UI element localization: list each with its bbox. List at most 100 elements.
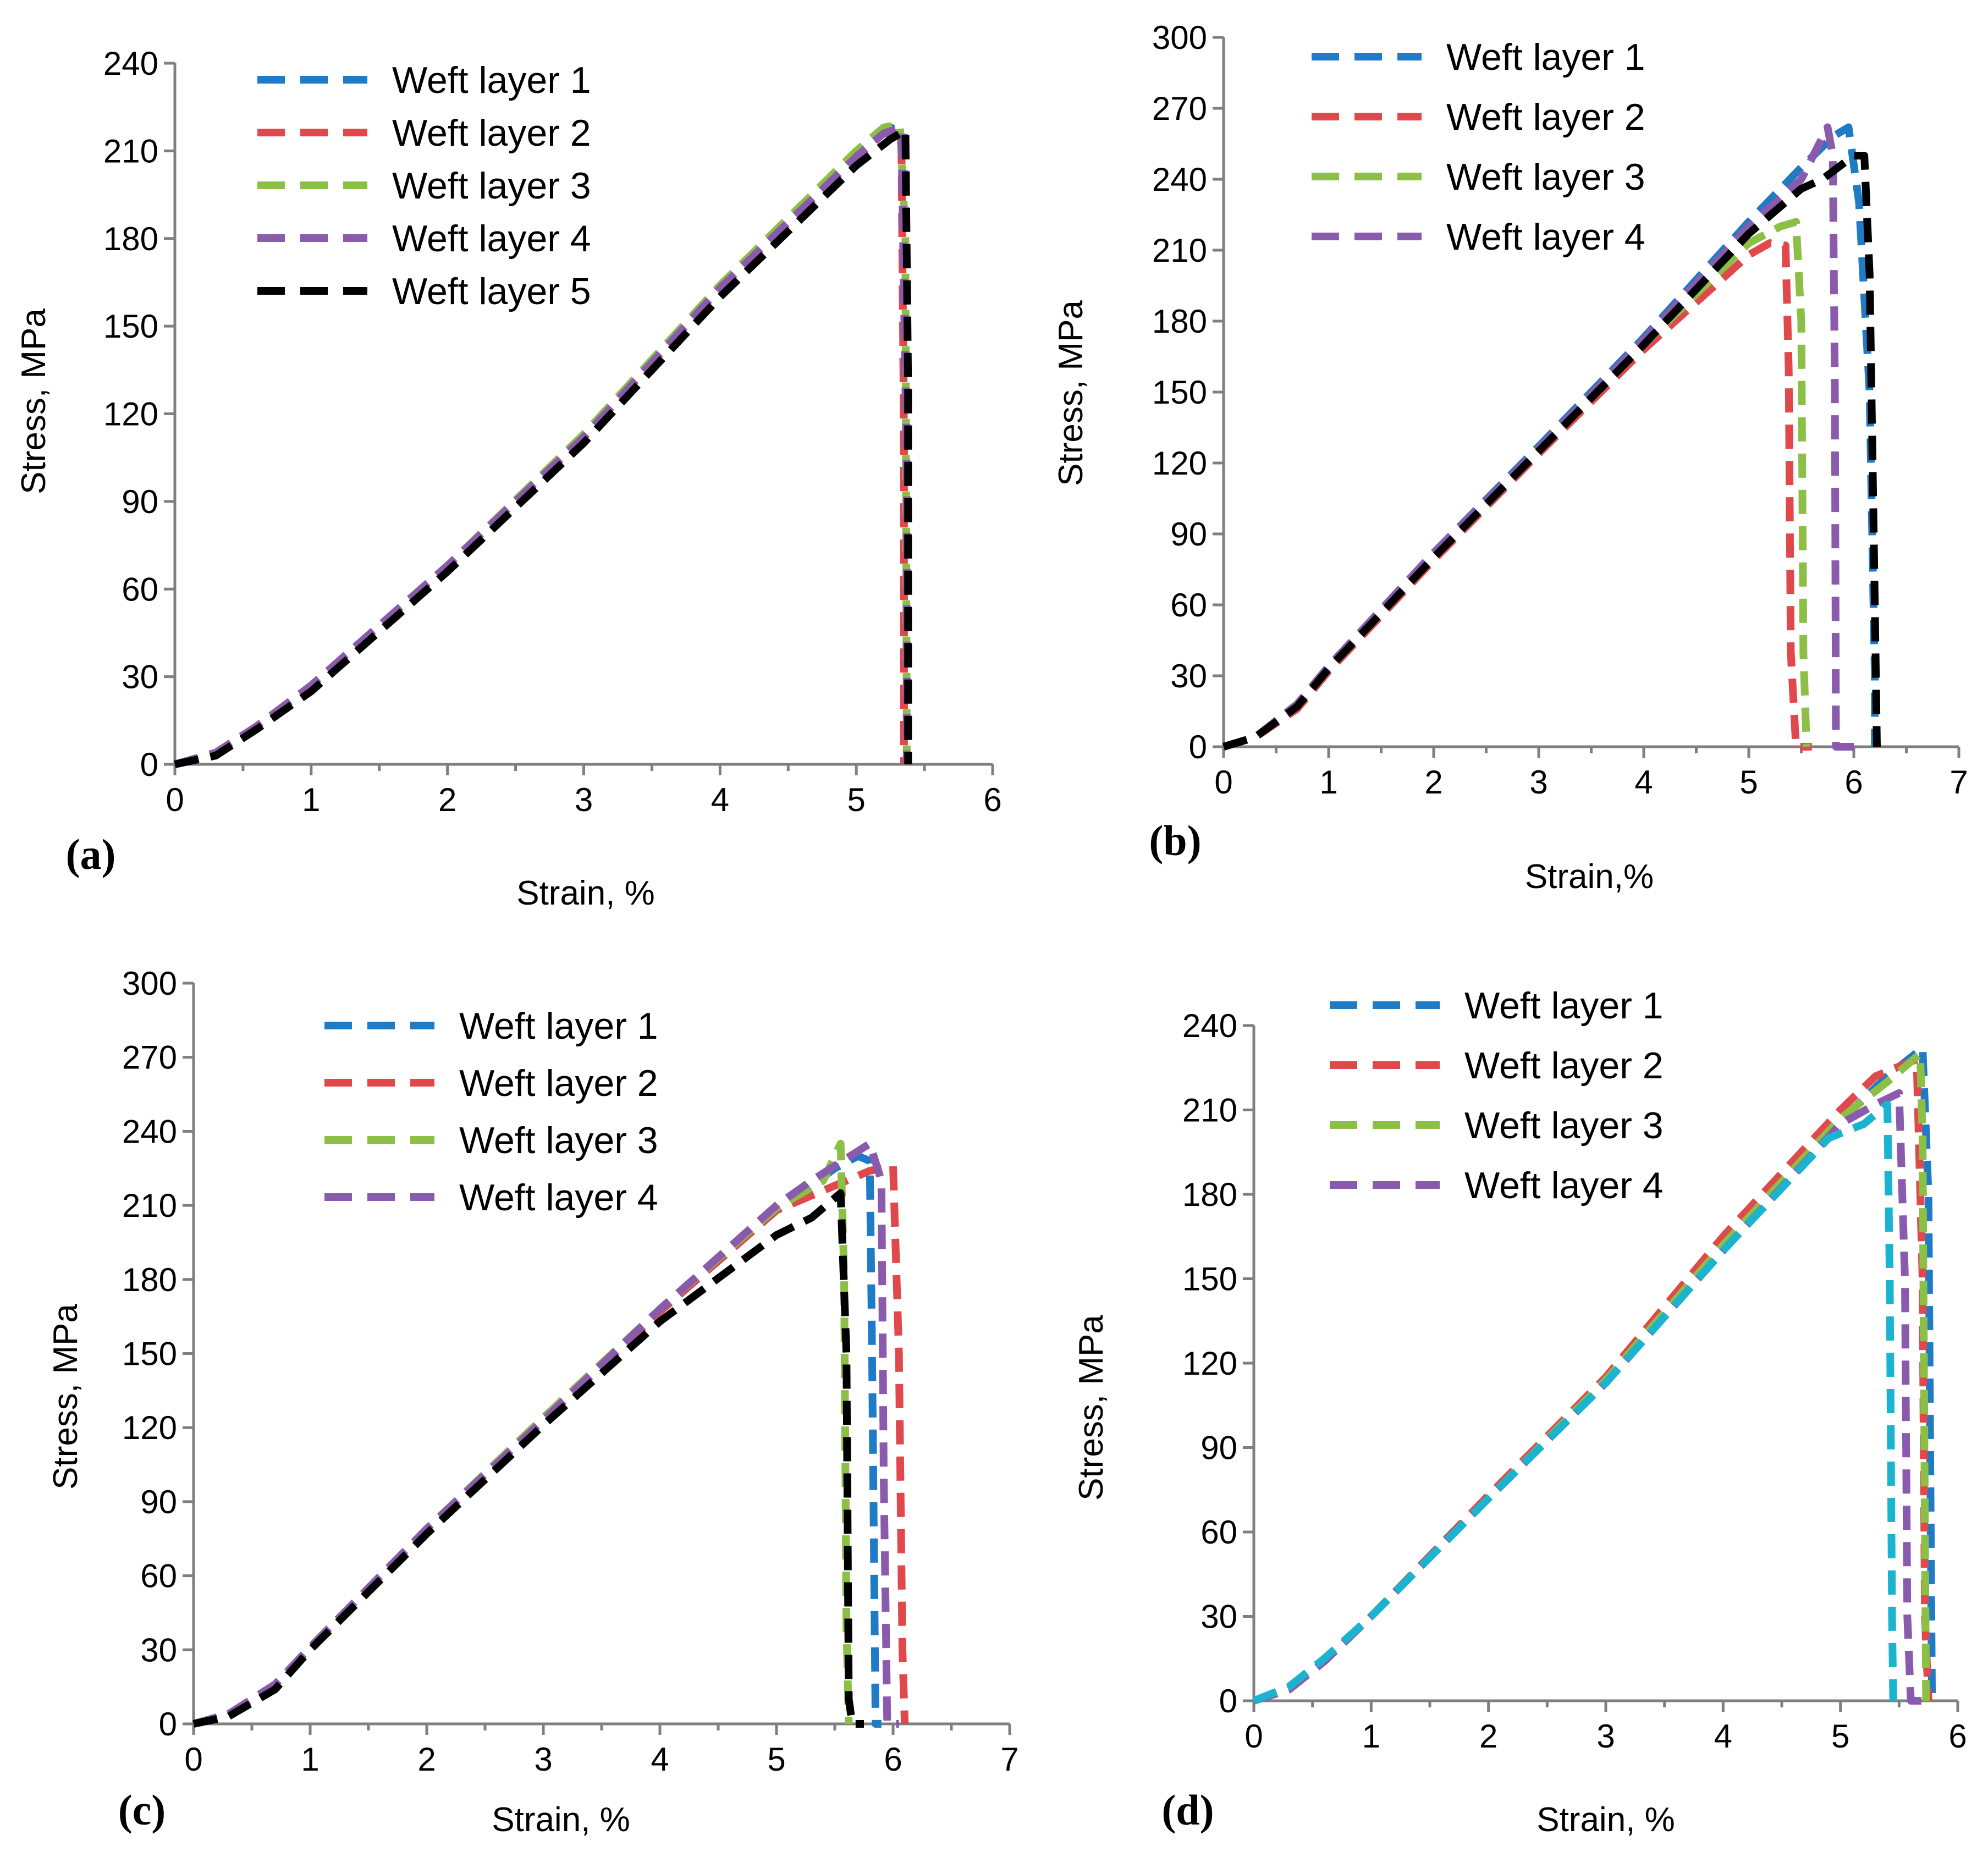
panel-c-axes: 0 1 2 3 4 5 6 7 0 30 60 90 120 150 180 210 240 270 300	[122, 965, 1019, 1778]
panel-a-series-weft-layer-5	[174, 126, 912, 768]
panel-a-legend-label-weft-layer-1: Weft layer 1	[392, 59, 591, 101]
panel-b-series-weft-layer-4	[1222, 123, 1854, 751]
panel-b-y-tick-label: 270	[1152, 90, 1207, 127]
panel-d-x-tick-label: 0	[1244, 1718, 1263, 1755]
panel-b-series	[1222, 123, 1881, 751]
panel-a-x-tick-label: 5	[847, 781, 865, 818]
panel-c-series-unlabeled-5	[192, 1189, 864, 1728]
panel-b-y-tick-label: 0	[1189, 729, 1207, 765]
panel-b-y-tick-label: 210	[1152, 232, 1207, 269]
panel-c-x-tick-label: 0	[184, 1741, 202, 1778]
panel-a-x-tick-label: 1	[302, 781, 320, 818]
panel-a-x-axis-title: Strain, %	[516, 874, 655, 912]
panel-b-x-tick-label: 6	[1844, 764, 1863, 801]
panel-b-x-tick-label: 4	[1634, 764, 1653, 801]
panel-b-axes: 0 1 2 3 4 5 6 7 0 30 60 90 120 150 180 210 240 270 300	[1152, 19, 1968, 801]
panel-a-label: (a)	[66, 830, 116, 878]
panel-c-y-tick-label: 30	[140, 1631, 177, 1668]
panel-b-legend-label-weft-layer-3: Weft layer 3	[1446, 156, 1645, 198]
panel-d-y-tick-label: 0	[1219, 1683, 1237, 1719]
panel-d-series-weft-layer-2	[1252, 1055, 1932, 1705]
panel-b-x-tick-label: 7	[1950, 764, 1968, 801]
panel-a-legend-label-weft-layer-4: Weft layer 4	[392, 218, 591, 260]
panel-a-y-tick-label: 30	[122, 659, 158, 696]
panel-d-y-tick-label: 180	[1182, 1176, 1237, 1213]
panel-b-y-tick-label: 180	[1152, 303, 1207, 340]
panel-c-y-tick-label: 300	[122, 965, 177, 1002]
panel-c-x-tick-label: 1	[301, 1741, 319, 1778]
panel-c-legend: Weft layer 1 Weft layer 2 Weft layer 3 Weft…	[324, 1005, 658, 1219]
panel-b-y-tick-label: 150	[1152, 374, 1207, 411]
panel-d-x-axis-title: Strain, %	[1537, 1801, 1675, 1839]
panel-a-legend-label-weft-layer-3: Weft layer 3	[392, 165, 591, 207]
panel-d-y-axis-title: Stress, MPa	[1072, 1315, 1110, 1501]
panel-c-legend-label-weft-layer-3: Weft layer 3	[459, 1120, 658, 1161]
panel-c-y-tick-label: 150	[122, 1336, 177, 1373]
panel-c-series	[192, 1139, 909, 1728]
panel-d-x-tick-label: 3	[1596, 1718, 1615, 1755]
panel-a-y-tick-label: 210	[103, 133, 158, 169]
panel-a-y-tick-label: 120	[103, 396, 158, 433]
panel-b-label: (b)	[1149, 817, 1201, 864]
panel-c-y-tick-label: 270	[122, 1039, 177, 1076]
panel-a-y-tick-label: 150	[103, 308, 158, 345]
panel-c-series-weft-layer-2	[192, 1162, 909, 1728]
panel-b-x-tick-label: 2	[1424, 764, 1442, 801]
panel-b-x-axis-title: Strain,%	[1525, 858, 1654, 896]
panel-a-x-tick-label: 0	[166, 781, 184, 818]
panel-c-series-weft-layer-4	[192, 1139, 899, 1728]
panel-d-x-tick-label: 5	[1831, 1718, 1849, 1755]
panel-d-series-weft-layer-3	[1252, 1050, 1930, 1705]
panel-b-x-tick-label: 1	[1319, 764, 1337, 801]
panel-c-y-tick-label: 210	[122, 1187, 177, 1224]
panel-c-x-axis-title: Strain, %	[492, 1801, 630, 1839]
panel-a-y-tick-label: 60	[122, 571, 158, 608]
panel-a-legend-label-weft-layer-2: Weft layer 2	[392, 112, 591, 154]
panel-d-y-tick-label: 210	[1182, 1092, 1237, 1129]
panel-c-label: (c)	[118, 1786, 166, 1834]
panel-d-y-tick-label: 90	[1200, 1430, 1237, 1467]
panel-d-legend-label-weft-layer-1: Weft layer 1	[1464, 985, 1664, 1027]
panel-d-y-tick-label: 150	[1182, 1261, 1237, 1298]
panel-b-legend-label-weft-layer-4: Weft layer 4	[1446, 216, 1645, 258]
panel-c-legend-label-weft-layer-1: Weft layer 1	[459, 1005, 658, 1047]
panel-a-legend-label-weft-layer-5: Weft layer 5	[392, 271, 591, 312]
panel-a-y-axis-title: Stress, MPa	[15, 308, 53, 494]
panel-d-x-tick-label: 2	[1479, 1718, 1497, 1755]
panel-a-x-tick-label: 6	[983, 781, 1001, 818]
panel-b-x-tick-label: 0	[1214, 764, 1232, 801]
panel-b-y-tick-label: 30	[1170, 658, 1207, 695]
panel-b-series-weft-layer-3	[1222, 218, 1811, 751]
panel-b-y-tick-label: 240	[1152, 161, 1207, 198]
panel-d-legend-label-weft-layer-4: Weft layer 4	[1464, 1165, 1664, 1206]
panel-b-series-unlabeled-5	[1222, 152, 1881, 751]
panel-b-legend: Weft layer 1 Weft layer 2 Weft layer 3 Weft…	[1312, 36, 1645, 258]
panel-c-y-tick-label: 60	[140, 1558, 177, 1595]
panel-c-y-tick-label: 120	[122, 1409, 177, 1446]
panel-d-y-tick-label: 30	[1200, 1599, 1237, 1635]
panel-c-legend-label-weft-layer-4: Weft layer 4	[459, 1177, 658, 1219]
panel-d-y-tick-label: 60	[1200, 1514, 1237, 1551]
panel-a-x-tick-label: 4	[711, 781, 729, 818]
panel-c-x-tick-label: 4	[651, 1741, 669, 1778]
chart-panel-b: 0 1 2 3 4 5 6 7 0 30 60 90 120 150 180 210 240 270 300 Wef…	[1052, 19, 1968, 896]
panel-b-legend-label-weft-layer-2: Weft layer 2	[1446, 96, 1645, 138]
panel-a-y-tick-label: 90	[122, 483, 158, 520]
panel-c-y-axis-title: Stress, MPa	[47, 1304, 85, 1490]
panel-c-x-tick-label: 6	[884, 1741, 902, 1778]
panel-c-x-tick-label: 2	[417, 1741, 436, 1778]
panel-a-series	[174, 120, 912, 768]
panel-d-legend-label-weft-layer-2: Weft layer 2	[1464, 1045, 1664, 1087]
panel-b-series-weft-layer-2	[1222, 239, 1812, 751]
panel-b-x-tick-label: 3	[1529, 764, 1548, 801]
panel-a-y-tick-label: 0	[140, 746, 158, 783]
panel-b-y-tick-label: 300	[1152, 19, 1207, 56]
panel-d-y-tick-label: 120	[1182, 1345, 1237, 1382]
panel-c-y-tick-label: 180	[122, 1261, 177, 1298]
panel-c-legend-label-weft-layer-2: Weft layer 2	[459, 1062, 658, 1104]
panel-a-x-tick-label: 3	[575, 781, 593, 818]
